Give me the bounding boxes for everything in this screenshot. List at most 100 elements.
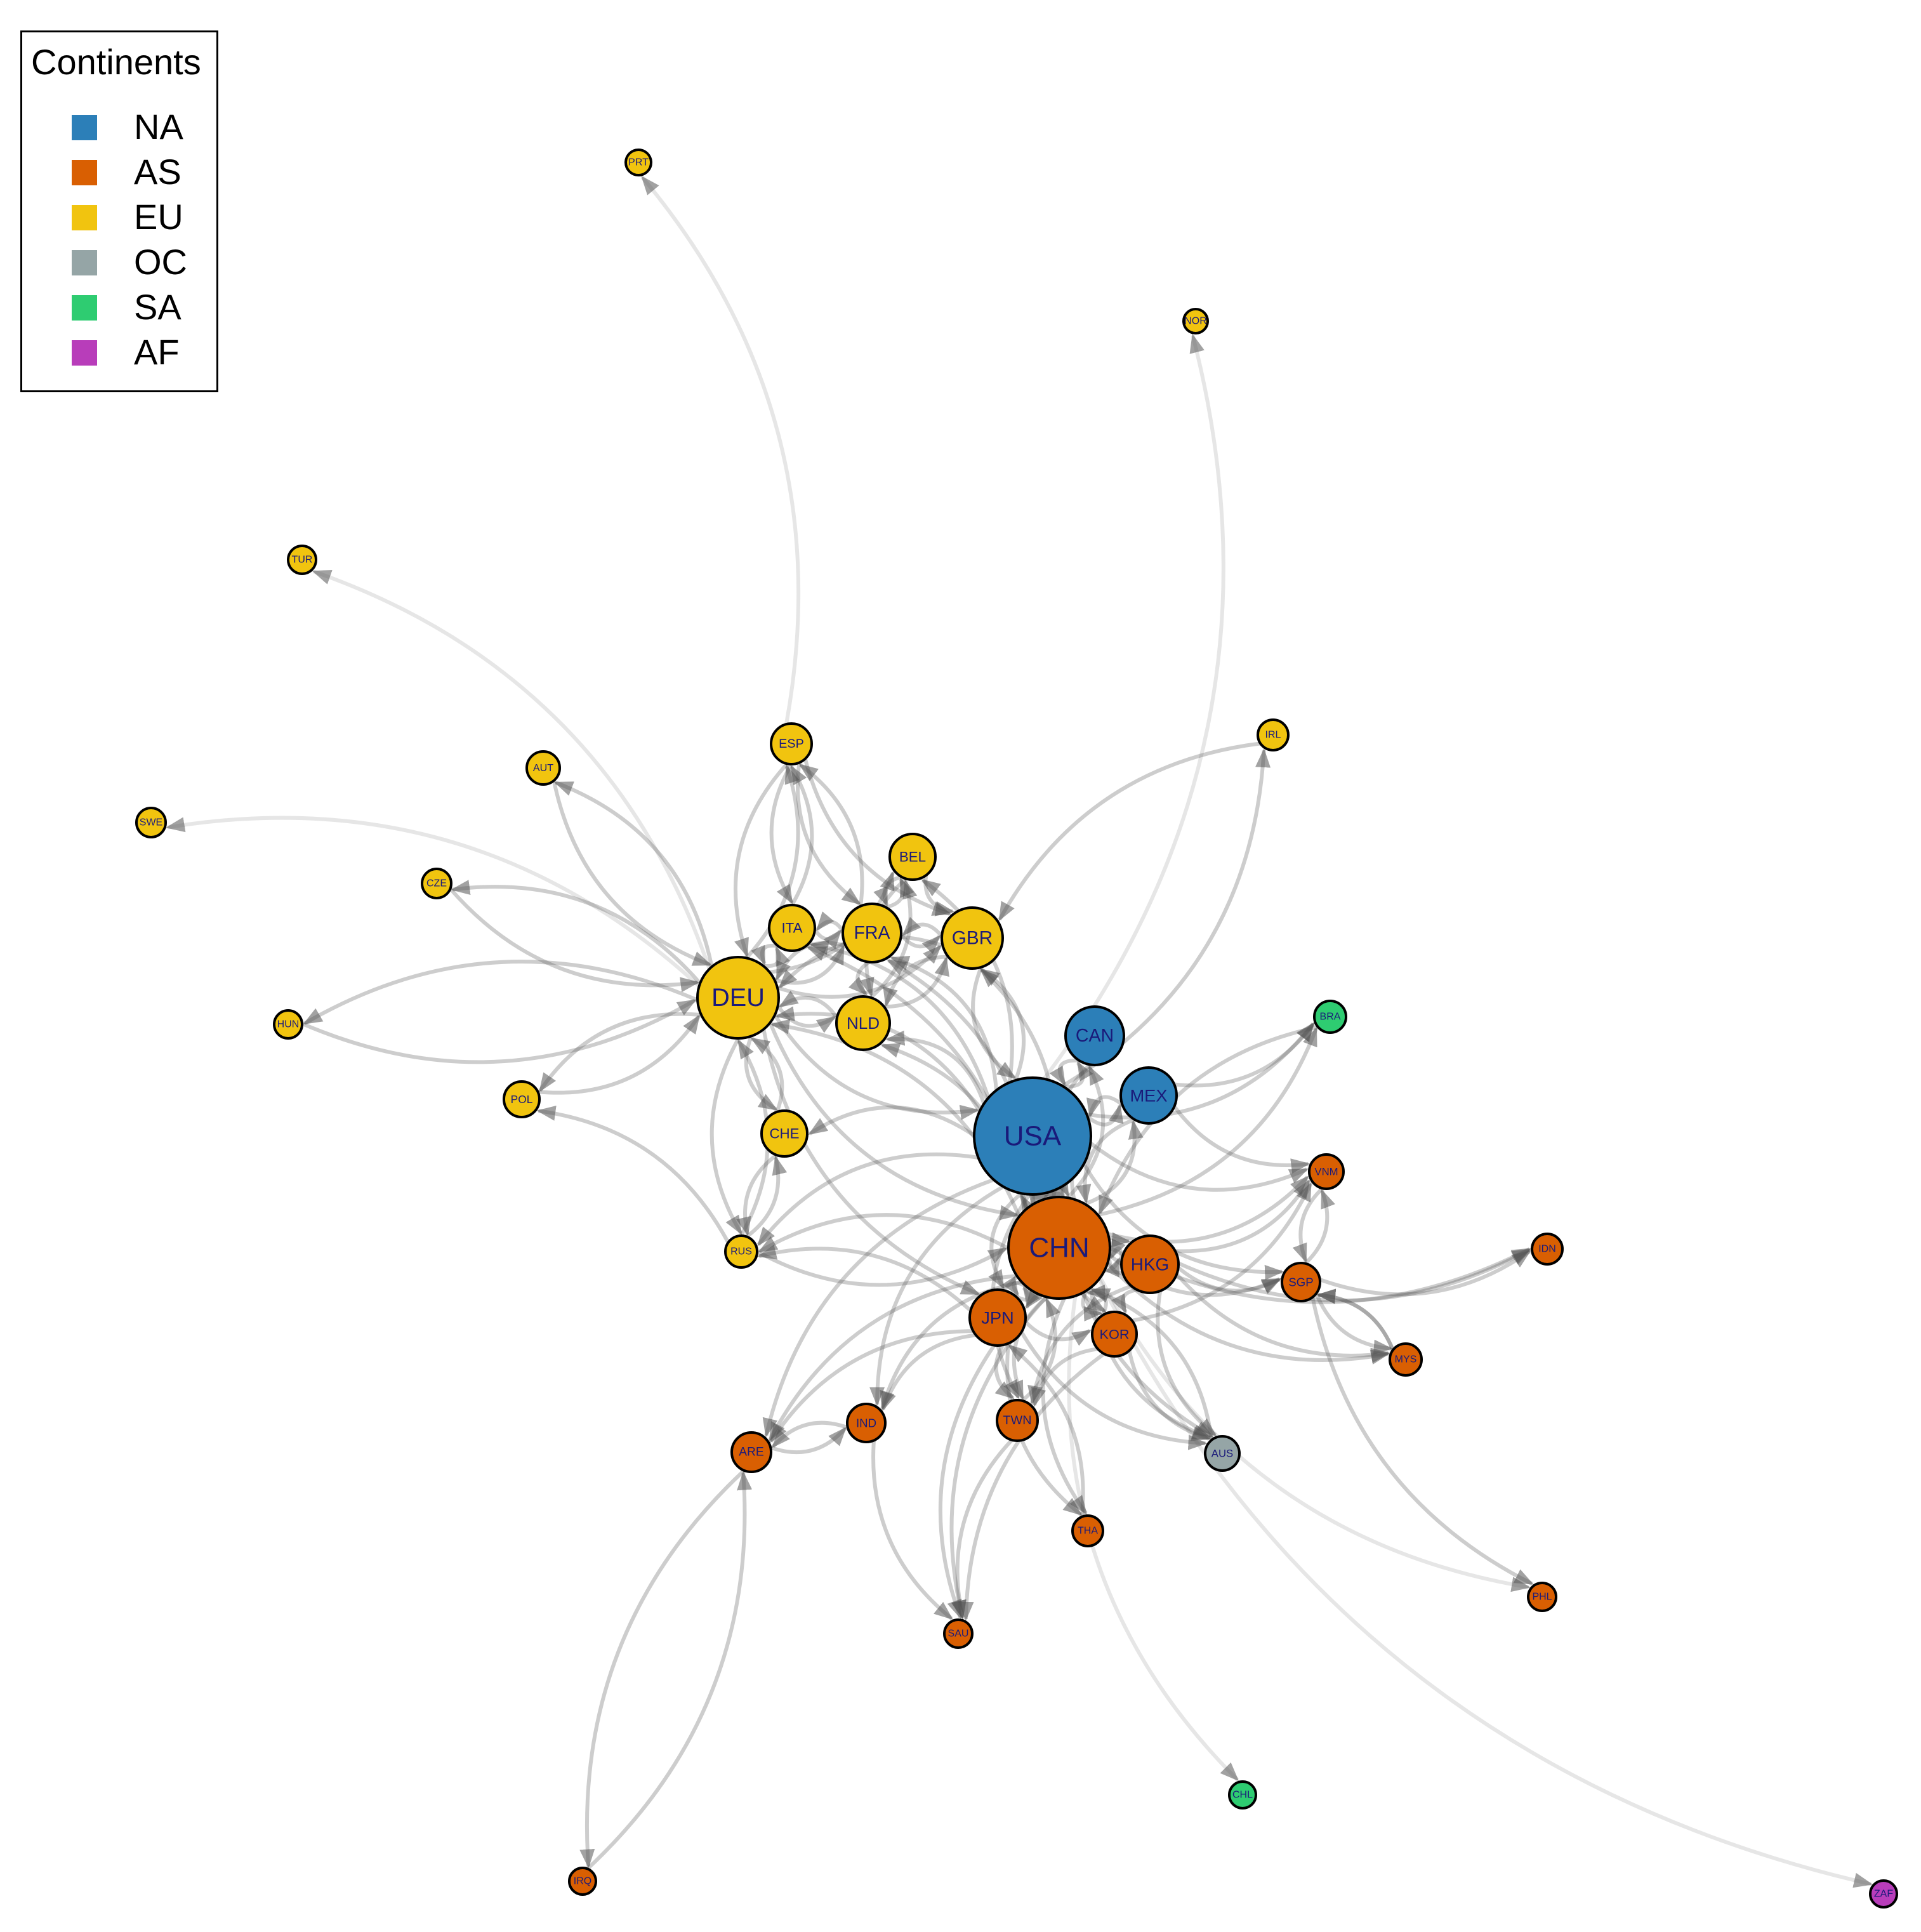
node-circle (1389, 1342, 1423, 1377)
edge-usa-can (1063, 1061, 1093, 1088)
node-circle (1281, 1262, 1321, 1302)
legend-swatch (72, 160, 97, 185)
edge-jpn-rus (757, 1245, 972, 1313)
edge-usa-vnm (1089, 1141, 1309, 1192)
edge-usa-rus (756, 1152, 979, 1247)
node-label: NLD (847, 1014, 880, 1033)
edge-deu-tur (312, 569, 711, 970)
node-label: PRT (628, 157, 649, 168)
node-circle (1091, 1311, 1138, 1358)
edge-usa-bel (921, 878, 1014, 1083)
legend-label: NA (134, 107, 183, 147)
edge-usa-ita (809, 940, 991, 1099)
edge-chn-tha (1041, 1297, 1088, 1515)
node-circle (1204, 1435, 1241, 1472)
node-circle (842, 903, 902, 963)
edge-twn-sau (951, 1438, 1013, 1620)
node-label: BEL (899, 849, 926, 865)
edge-gbr-usa (971, 966, 1017, 1080)
node-label: THA (1078, 1526, 1098, 1537)
node-circle (1071, 1514, 1104, 1547)
edge-irq-are (586, 1471, 753, 1870)
node-label: CZE (426, 878, 447, 889)
node-irq: IRQ (568, 1867, 597, 1896)
edge-vnm-sgp (1292, 1187, 1324, 1263)
edge-chn-can (1066, 1065, 1106, 1200)
node-label: CAN (1076, 1026, 1114, 1046)
edge-usa-che (808, 1105, 975, 1137)
edge-esp-ita (769, 763, 794, 904)
node-circle (421, 868, 452, 899)
node-circle (287, 545, 317, 575)
legend-label: EU (134, 197, 183, 237)
edge-sgp-mys (1314, 1292, 1393, 1355)
edge-hkg-mys (1175, 1273, 1390, 1363)
node-label: CHN (1029, 1233, 1089, 1264)
edge-mex-bra (1174, 1022, 1315, 1088)
node-kor: KOR (1091, 1311, 1138, 1358)
legend-label: AS (134, 152, 182, 192)
edge-usa-are (762, 1177, 994, 1438)
edge-kor-aus (1127, 1350, 1211, 1441)
node-circle (1120, 1234, 1180, 1294)
node-label: ITA (781, 920, 802, 936)
edge-mex-usa (1086, 1095, 1124, 1118)
edge-deu-usa (773, 1014, 980, 1120)
node-label: GBR (952, 928, 993, 949)
node-circle (973, 1076, 1092, 1196)
edge-mex-chn (1076, 1118, 1135, 1204)
edges-layer (165, 175, 1873, 1888)
edge-deu-nld (776, 1004, 836, 1033)
node-label: IDN (1538, 1244, 1556, 1255)
edge-aut-deu (551, 780, 712, 967)
edge-bel-fra (873, 875, 902, 907)
node-label: PHL (1532, 1592, 1552, 1603)
edge-esp-gbr (803, 758, 952, 916)
legend-swatch (72, 205, 97, 230)
edge-jpn-are (769, 1329, 974, 1443)
node-circle (1527, 1582, 1557, 1612)
node-circle (1313, 1000, 1347, 1034)
node-zaf: ZAF (1869, 1879, 1898, 1909)
node-aut: AUT (525, 750, 561, 786)
node-label: POL (511, 1093, 533, 1106)
node-label: KOR (1100, 1327, 1130, 1342)
legend-swatch (72, 340, 97, 366)
node-circle (835, 995, 891, 1051)
legend-title: Continents (31, 42, 201, 82)
node-circle (525, 750, 561, 786)
edge-esp-prt (640, 175, 801, 725)
node-che: CHE (760, 1109, 809, 1158)
node-circle (770, 722, 813, 765)
node-label: TUR (292, 555, 313, 566)
edge-hkg-sgp (1177, 1266, 1281, 1294)
edge-hkg-vnm (1175, 1179, 1311, 1254)
node-chl: CHL (1228, 1780, 1257, 1810)
edge-chn-mys (1106, 1262, 1390, 1365)
edge-chn-kor (1081, 1290, 1103, 1321)
edge-deu-cze (451, 880, 702, 985)
edge-ita-esp (789, 765, 814, 906)
node-irl: IRL (1257, 718, 1290, 751)
edge-hun-deu (301, 998, 697, 1064)
edge-chn-chl (1067, 1295, 1239, 1782)
edge-are-ind (769, 1427, 847, 1455)
node-mys: MYS (1389, 1342, 1423, 1377)
edge-ita-fra (813, 928, 842, 949)
node-circle (1007, 1196, 1111, 1300)
node-circle (730, 1431, 772, 1473)
node-gbr: GBR (941, 906, 1004, 970)
edge-irl-gbr (998, 741, 1261, 922)
node-deu: DEU (696, 956, 780, 1040)
edge-che-rus (736, 1153, 778, 1236)
edge-jpn-sau (938, 1344, 996, 1620)
node-label: FRA (854, 923, 890, 943)
edge-usa-ind (869, 1184, 1005, 1406)
edge-deu-hun (303, 960, 699, 1026)
node-label: SAU (948, 1629, 969, 1639)
legend-label: AF (134, 332, 180, 372)
edge-chn-are (768, 1274, 1017, 1442)
node-label: USA (1004, 1121, 1062, 1152)
node-label: CHL (1232, 1790, 1253, 1801)
node-label: TWN (1003, 1413, 1031, 1427)
